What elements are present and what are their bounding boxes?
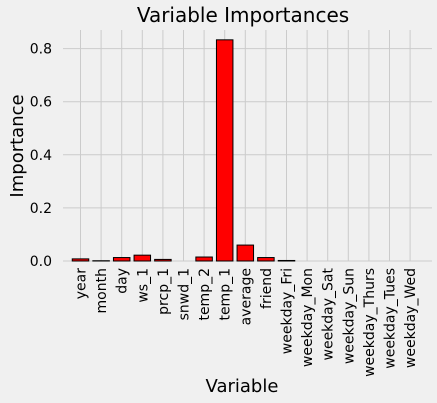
- x-tick-label: month: [94, 268, 110, 313]
- x-tick-label: weekday_Wed: [403, 268, 419, 368]
- bar-friend: [257, 257, 275, 262]
- x-tick-label: weekday_Sat: [321, 267, 337, 360]
- x-tick-label: ws_1: [135, 268, 151, 303]
- x-tick-label: friend: [259, 268, 275, 309]
- bar-ws_1: [133, 254, 152, 262]
- x-tick-label: temp_1: [218, 268, 234, 321]
- x-tick-label: prcp_1: [156, 268, 172, 315]
- y-tick-labels: 0.0 0.2 0.4 0.6 0.8: [30, 42, 52, 270]
- x-tick-label: day: [115, 268, 131, 294]
- bar-prcp_1: [154, 258, 172, 262]
- bar-average: [236, 244, 255, 262]
- grid: [63, 30, 432, 262]
- bar-temp_1: [215, 39, 234, 262]
- x-tick-label: temp_2: [197, 268, 213, 321]
- y-tick-label: 0.0: [30, 254, 52, 270]
- x-tick-label: weekday_Sun: [341, 268, 357, 364]
- x-tick-label: weekday_Thurs: [362, 268, 378, 377]
- x-tick-labels: year month day ws_1 prcp_1 snwd_1 temp_2 temp_1…: [74, 267, 420, 376]
- x-tick-label: year: [74, 268, 90, 299]
- bar-day: [112, 257, 131, 262]
- y-tick-label: 0.8: [30, 42, 52, 58]
- x-tick-label: snwd_1: [177, 268, 193, 320]
- x-tick-label: weekday_Mon: [300, 268, 316, 367]
- y-tick-label: 0.6: [30, 95, 52, 111]
- bars: [71, 39, 296, 262]
- y-axis-label: Importance: [7, 94, 28, 197]
- bar-weekday_Fri: [277, 259, 296, 262]
- x-tick-label: weekday_Tues: [383, 268, 399, 369]
- y-tick-label: 0.4: [30, 148, 52, 164]
- bar-temp_2: [195, 256, 213, 262]
- x-tick-label: weekday_Fri: [280, 268, 296, 354]
- chart-title: Variable Importances: [137, 3, 349, 27]
- x-tick-label: average: [238, 268, 254, 325]
- bar-year: [71, 258, 90, 262]
- y-tick-label: 0.2: [30, 201, 52, 217]
- x-axis-label: Variable: [206, 376, 279, 397]
